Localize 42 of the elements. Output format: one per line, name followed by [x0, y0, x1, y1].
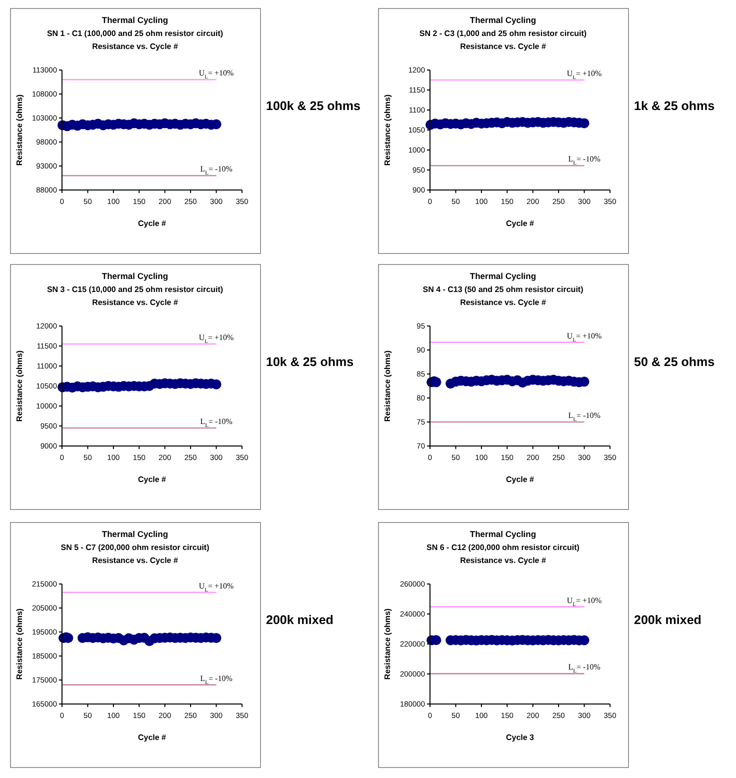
annotation: U$_{L}$= +10%: [198, 68, 234, 81]
x-axis-title: Cycle #: [138, 475, 167, 484]
x-axis-title: Cycle #: [506, 475, 535, 484]
x-axis-title: Cycle #: [138, 733, 167, 742]
annotation: U$_{L}$= +10%: [566, 331, 602, 344]
chart-subtitle: SN 4 - C13 (50 and 25 ohm resistor circuit) Resistance vs. Cycle #: [422, 285, 584, 307]
annotation: L$_{L}$= -10%: [200, 417, 233, 429]
annotation: U$_{L}$= +10%: [198, 333, 234, 345]
chart-subtitle: SN 6 - C12 (200,000 ohm resistor circuit) Resistance vs. Cycle #: [426, 543, 580, 565]
x-axis-title: Cycle #: [138, 219, 167, 228]
text: 200k mixed: [634, 613, 702, 627]
x-axis-title: Cycle 3: [506, 733, 535, 742]
y-axis-title: Resistance (ohms): [15, 94, 24, 166]
annotation: L$_{L}$= -10%: [200, 164, 233, 177]
text: 1k & 25 ohms: [634, 99, 715, 113]
chart-title: Thermal Cycling: [470, 271, 536, 281]
text: 10k & 25 ohms: [266, 355, 354, 369]
chart-subtitle: SN 3 - C15 (10,000 and 25 ohm resistor circuit) Resistance vs. Cycle #: [46, 285, 224, 307]
annotation: L$_{L}$= -10%: [568, 662, 601, 675]
y-axis-title: Resistance (ohms): [383, 94, 392, 166]
chart-subtitle: SN 5 - C7 (200,000 ohm resistor circuit) Resistance vs. Cycle #: [60, 543, 210, 565]
annotation: U$_{L}$= +10%: [566, 596, 602, 608]
chart-title: Thermal Cycling: [102, 529, 168, 539]
y-axis-title: Resistance (ohms): [383, 350, 392, 422]
annotation: U$_{L}$= +10%: [566, 69, 602, 81]
x-axis-title: Cycle #: [506, 219, 535, 228]
annotation: L$_{L}$= -10%: [568, 411, 601, 423]
text: 100k & 25 ohms: [266, 99, 361, 113]
text: 50 & 25 ohms: [634, 355, 715, 369]
chart-title: Thermal Cycling: [102, 271, 168, 281]
y-axis-title: Resistance (ohms): [383, 608, 392, 680]
annotation: L$_{L}$= -10%: [200, 674, 233, 686]
chart-title: Thermal Cycling: [102, 15, 168, 25]
y-axis-title: Resistance (ohms): [15, 608, 24, 680]
y-axis-title: Resistance (ohms): [15, 350, 24, 422]
chart-title: Thermal Cycling: [470, 15, 536, 25]
text: 200k mixed: [266, 613, 334, 627]
annotation: U$_{L}$= +10%: [198, 581, 234, 594]
annotation: L$_{L}$= -10%: [568, 154, 601, 167]
chart-subtitle: SN 2 - C3 (1,000 and 25 ohm resistor circuit) Resistance vs. Cycle #: [419, 29, 587, 51]
chart-title: Thermal Cycling: [470, 529, 536, 539]
chart-subtitle: SN 1 - C1 (100,000 and 25 ohm resistor circuit) Resistance vs. Cycle #: [46, 29, 224, 51]
